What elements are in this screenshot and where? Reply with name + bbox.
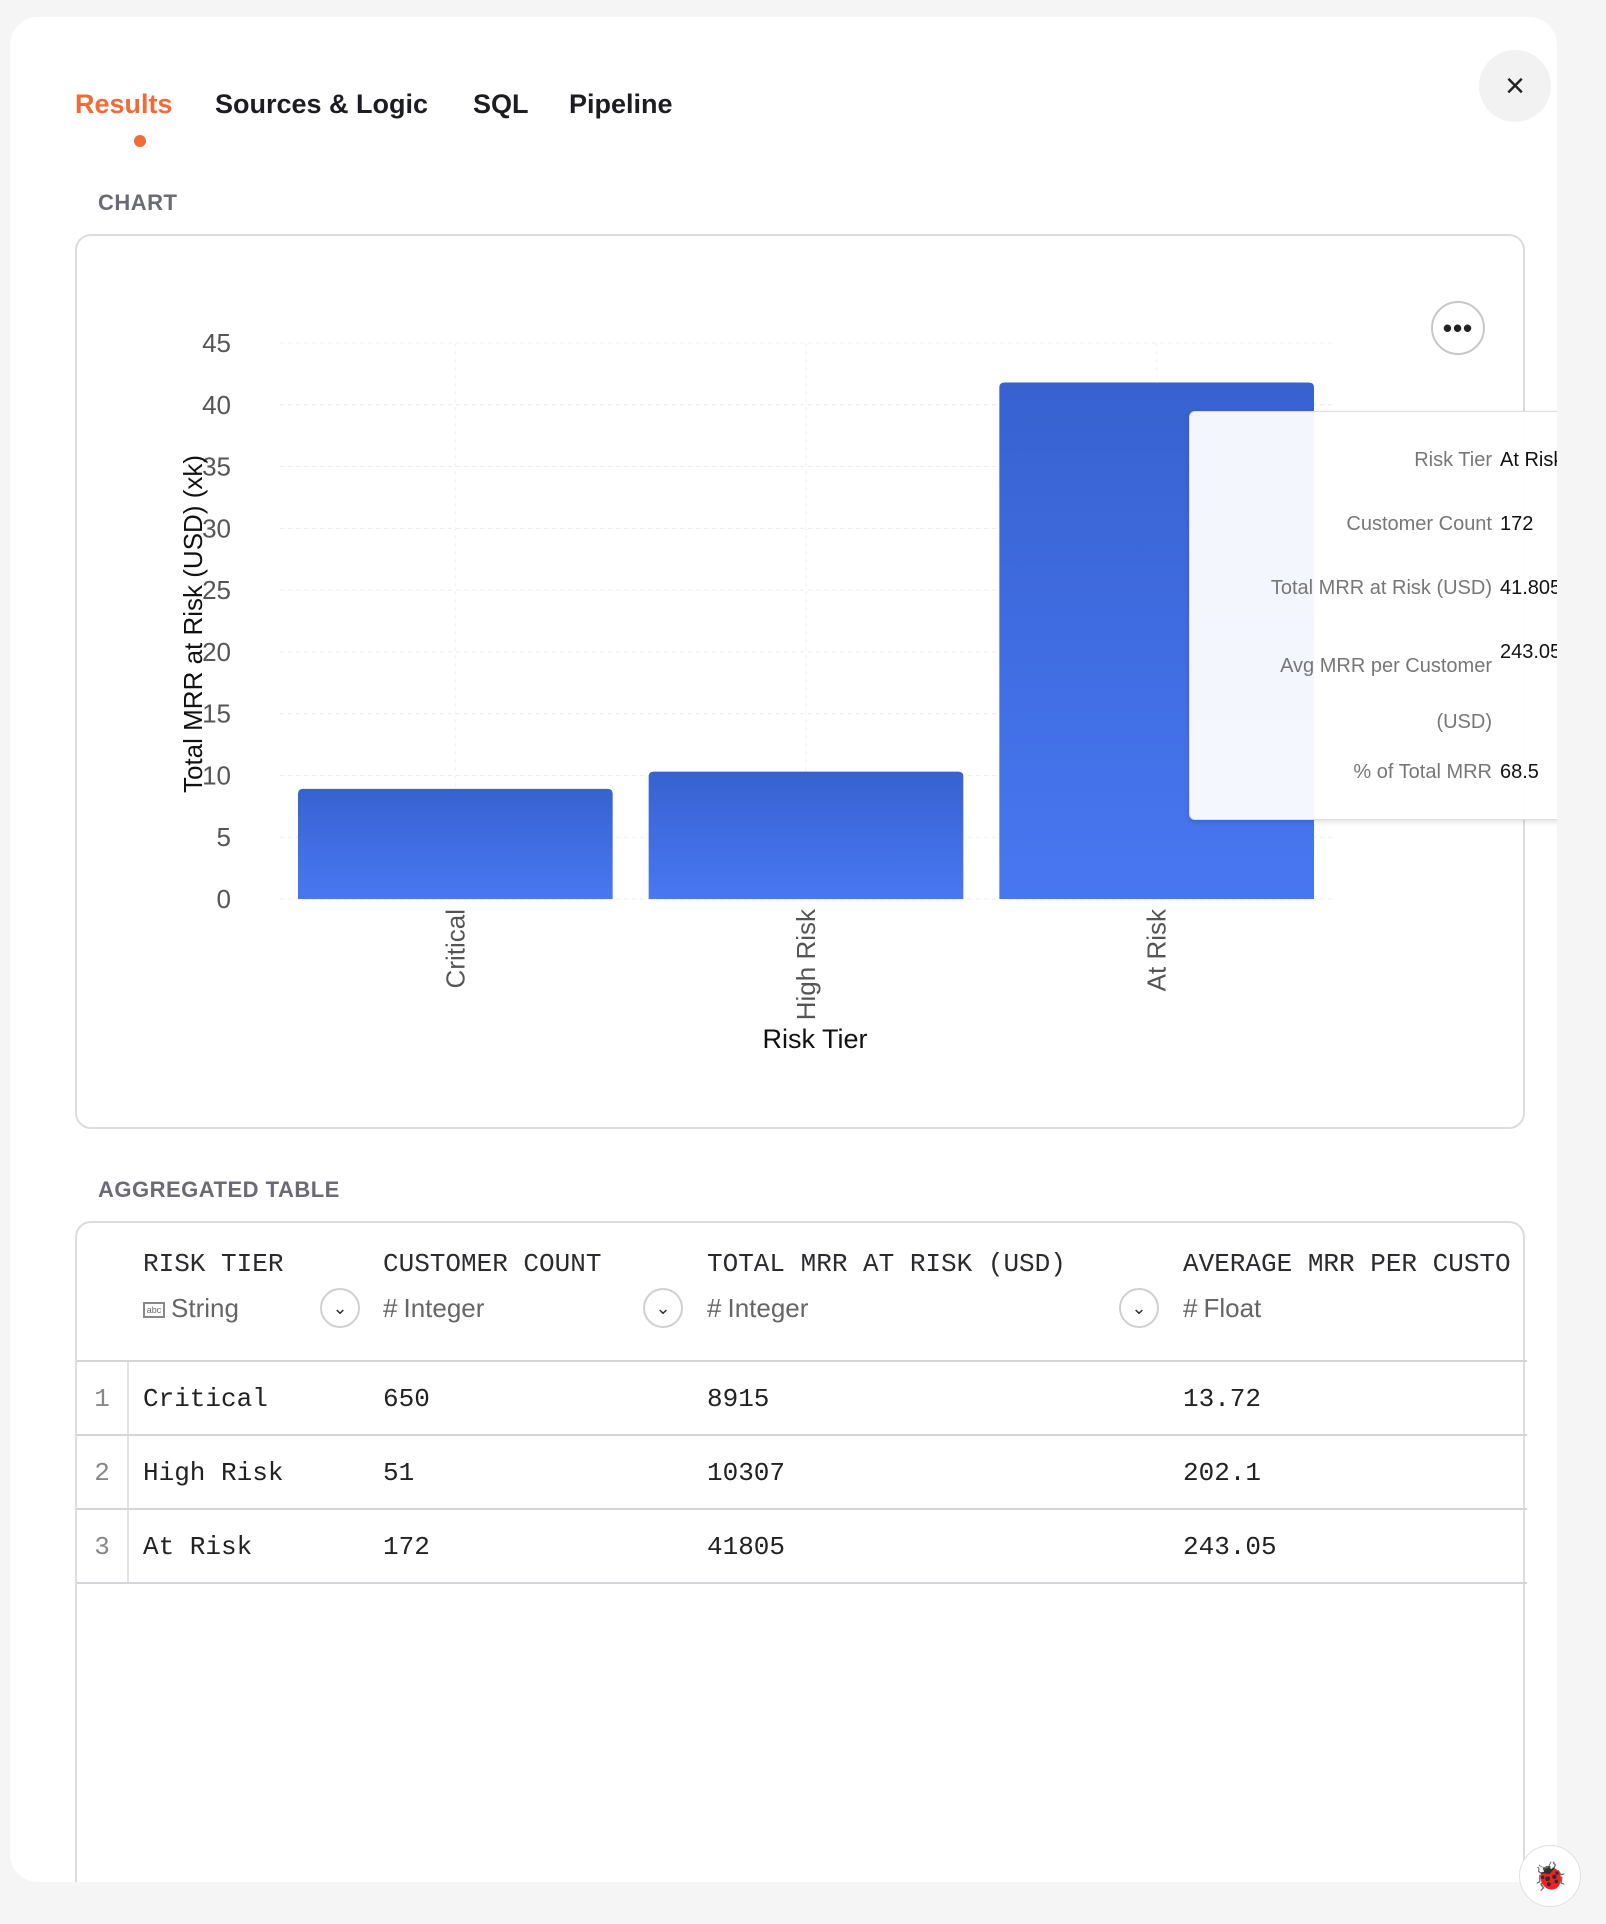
- cell: 13.72: [1183, 1384, 1262, 1414]
- cell: 202.1: [1183, 1458, 1262, 1488]
- table-row[interactable]: 1 Critical 650 8915 13.72: [77, 1360, 1527, 1434]
- y-tick-label: 20: [202, 637, 231, 667]
- cell: 51: [383, 1458, 415, 1488]
- tooltip-key: % of Total MRR: [1353, 761, 1492, 783]
- row-number: 1: [77, 1362, 129, 1434]
- column-type-integer: # Integer: [707, 1293, 808, 1324]
- tooltip-value: 68.5: [1500, 761, 1539, 783]
- column-type-string: abc String: [143, 1293, 239, 1324]
- y-tick-label: 15: [202, 699, 231, 729]
- string-type-icon: abc: [143, 1302, 165, 1319]
- results-panel: Results Sources & Logic SQL Pipeline × C…: [10, 17, 1557, 1882]
- cell: High Risk: [143, 1458, 284, 1488]
- type-label: String: [171, 1293, 239, 1323]
- tab-results[interactable]: Results: [75, 89, 173, 119]
- hash-icon: #: [707, 1293, 722, 1323]
- cell: 650: [383, 1384, 430, 1414]
- y-tick-label: 10: [202, 760, 231, 790]
- column-type-dropdown[interactable]: ⌄: [1119, 1288, 1159, 1328]
- tooltip-value: 41.805: [1500, 577, 1557, 599]
- column-type-dropdown[interactable]: ⌄: [320, 1288, 360, 1328]
- bar-critical: [298, 788, 613, 899]
- aggregated-table: RISK TIER CUSTOMER COUNT TOTAL MRR AT RI…: [75, 1221, 1527, 1882]
- bug-icon: 🐞: [1532, 1860, 1568, 1892]
- chevron-down-icon: ⌄: [332, 1297, 348, 1318]
- x-tick-label: Critical: [440, 909, 470, 988]
- table-row[interactable]: 3 At Risk 172 41805 243.05: [77, 1508, 1527, 1584]
- cell: 243.05: [1183, 1532, 1277, 1562]
- x-tick-label: High Risk: [791, 908, 821, 1020]
- bar-high-risk: [648, 771, 964, 899]
- type-label: Integer: [727, 1293, 809, 1323]
- chart-more-button[interactable]: •••: [1431, 301, 1485, 355]
- tab-sources-logic[interactable]: Sources & Logic: [215, 89, 429, 119]
- chevron-down-icon: ⌄: [655, 1297, 671, 1318]
- chevron-down-icon: ⌄: [1131, 1297, 1147, 1318]
- y-tick-label: 5: [217, 822, 231, 852]
- cell: At Risk: [143, 1532, 253, 1562]
- column-type-integer: # Integer: [383, 1293, 484, 1324]
- tooltip-row: Customer Count 172: [1190, 510, 1557, 574]
- tooltip-value: 172: [1500, 513, 1534, 535]
- column-type-float: # Float: [1183, 1293, 1261, 1324]
- y-tick-label: 45: [202, 328, 231, 358]
- y-tick-label: 35: [202, 452, 231, 482]
- row-number: 3: [77, 1510, 129, 1582]
- y-tick-label: 25: [202, 575, 231, 605]
- y-axis-title: Total MRR at Risk (USD) (xk): [178, 455, 208, 793]
- cell: Critical: [143, 1384, 268, 1414]
- x-tick-label: At Risk: [1142, 908, 1172, 991]
- y-tick-label: 40: [202, 390, 231, 420]
- close-button[interactable]: ×: [1479, 50, 1551, 122]
- active-tab-indicator: [134, 135, 146, 147]
- column-header-customer-count[interactable]: CUSTOMER COUNT: [383, 1249, 602, 1279]
- x-axis-title: Risk Tier: [762, 1024, 867, 1054]
- close-icon: ×: [1505, 66, 1525, 105]
- tooltip-value: 243.05: [1500, 641, 1557, 663]
- column-header-total-mrr[interactable]: TOTAL MRR AT RISK (USD): [707, 1249, 1066, 1279]
- cell: 8915: [707, 1384, 770, 1414]
- y-tick-label: 30: [202, 513, 231, 543]
- type-label: Integer: [403, 1293, 485, 1323]
- tab-pipeline[interactable]: Pipeline: [569, 89, 673, 119]
- table-row[interactable]: 2 High Risk 51 10307 202.1: [77, 1434, 1527, 1508]
- row-number: 2: [77, 1436, 129, 1508]
- tooltip-row: Avg MRR per Customer (USD) 243.05: [1190, 638, 1557, 758]
- hash-icon: #: [383, 1293, 398, 1323]
- tab-sql[interactable]: SQL: [473, 89, 529, 119]
- chart-section-label: CHART: [98, 190, 178, 215]
- debug-button[interactable]: 🐞: [1519, 1845, 1581, 1907]
- tooltip-row: Risk Tier At Risk: [1190, 446, 1557, 510]
- tooltip-key: Total MRR at Risk (USD): [1270, 577, 1492, 599]
- type-label: Float: [1203, 1293, 1262, 1323]
- column-header-avg-mrr[interactable]: AVERAGE MRR PER CUSTO: [1183, 1249, 1511, 1279]
- table-section-label: AGGREGATED TABLE: [98, 1177, 340, 1202]
- column-header-risk-tier[interactable]: RISK TIER: [143, 1249, 284, 1279]
- column-type-dropdown[interactable]: ⌄: [643, 1288, 683, 1328]
- hash-icon: #: [1183, 1293, 1198, 1323]
- y-tick-label: 0: [217, 884, 231, 914]
- tooltip-key: Risk Tier: [1414, 449, 1492, 471]
- cell: 10307: [707, 1458, 786, 1488]
- cell: 172: [383, 1532, 430, 1562]
- cell: 41805: [707, 1532, 786, 1562]
- tooltip-key: Avg MRR per Customer (USD): [1280, 655, 1492, 733]
- chart-tooltip: Risk Tier At Risk Customer Count 172 Total…: [1189, 411, 1557, 820]
- more-icon: •••: [1442, 312, 1474, 343]
- tooltip-value: At Risk: [1500, 449, 1557, 471]
- tooltip-row: Total MRR at Risk (USD) 41.805: [1190, 574, 1557, 638]
- tooltip-key: Customer Count: [1346, 513, 1492, 535]
- tooltip-row: % of Total MRR 68.5: [1190, 758, 1557, 822]
